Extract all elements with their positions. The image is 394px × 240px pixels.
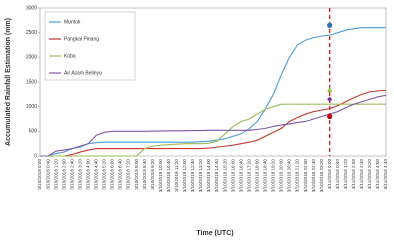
legend-box: [44, 11, 136, 81]
legend-label: Pangkal Pinang: [64, 36, 99, 42]
series-line: [40, 27, 386, 157]
y-tick-label: 2500: [26, 30, 37, 36]
x-tick-label: 3/10/2018 12:00: [182, 159, 187, 193]
legend-label: Koba: [64, 53, 76, 59]
x-axis-title: Time (UTC): [196, 230, 233, 237]
observed-marker: [327, 113, 333, 120]
x-tick-label: 3/10/2018 6:40: [118, 159, 123, 190]
x-tick-label: 3/11/2018 4:00: [375, 159, 380, 190]
y-tick-label: 2000: [26, 55, 37, 61]
x-tick-label: 3/11/2018 4:40: [383, 159, 388, 190]
x-tick-label: 3/10/2018 15:20: [222, 159, 227, 193]
x-tick-label: 3/10/2018 8:40: [142, 159, 147, 190]
observed-marker: [327, 96, 333, 102]
x-tick-label: 3/10/2018 22:40: [311, 159, 316, 193]
x-tick-label: 3/10/2018 10:00: [158, 159, 163, 193]
x-tick-label: 3/10/2018 6:00: [110, 159, 115, 190]
x-tick-label: 3/10/2018 4:40: [94, 159, 99, 190]
x-tick-label: 3/10/2018 17:20: [246, 159, 251, 193]
y-tick-label: 3000: [26, 5, 37, 11]
x-tick-label: 3/11/2018 2:00: [351, 159, 356, 190]
x-tick-label: 3/11/2018 1:20: [343, 159, 348, 190]
x-tick-label: 3/10/2018 2:40: [69, 159, 74, 190]
x-tick-label: 3/10/2018 20:00: [279, 159, 284, 193]
y-tick-label: 1500: [26, 79, 37, 85]
x-tick-label: 3/10/2018 7:20: [126, 159, 131, 190]
x-tick-label: 3/10/2018 16:40: [238, 159, 243, 193]
x-tick-label: 3/10/2018 22:00: [303, 159, 308, 193]
x-tick-label: 3/10/2018 21:20: [295, 159, 300, 193]
x-tick-label: 3/11/2018 0:40: [335, 159, 340, 190]
series-line: [40, 103, 386, 157]
x-tick-label: 3/10/2018 14:00: [206, 159, 211, 193]
y-tick-label: 0: [34, 153, 37, 159]
x-tick-label: 3/10/2018 16:00: [230, 159, 235, 193]
x-tick-label: 3/10/2018 2:00: [61, 159, 66, 190]
x-tick-label: 3/10/2018 12:40: [190, 159, 195, 193]
x-tick-label: 3/10/2018 19:20: [271, 159, 276, 193]
y-tick-label: 1000: [26, 104, 37, 110]
observed-marker: [327, 22, 333, 28]
y-axis-title: Accumulated Rainfall Estimation (mm): [5, 18, 12, 146]
series-line: [40, 89, 387, 157]
x-tick-label: 3/10/2018 13:20: [198, 159, 203, 193]
x-tick-label: 3/10/2018 8:00: [134, 159, 139, 190]
x-tick-label: 3/11/2018 2:40: [359, 159, 364, 190]
x-tick-label: 3/10/2018 0:00: [37, 159, 42, 190]
x-tick-label: 3/10/2018 11:20: [174, 159, 179, 192]
x-tick-label: 3/11/2018 0:00: [327, 159, 332, 190]
x-tick-label: 3/10/2018 10:40: [166, 159, 171, 193]
x-tick-label: 3/10/2018 23:20: [319, 159, 324, 193]
observed-marker: [327, 86, 333, 92]
x-tick-label: 3/10/2018 5:20: [102, 159, 107, 190]
x-tick-label: 3/10/2018 20:40: [287, 159, 292, 193]
y-tick-label: 500: [29, 129, 38, 135]
legend-label: Muntok: [64, 19, 81, 25]
x-tick-label: 3/10/2018 9:20: [150, 159, 155, 190]
x-tick-label: 3/11/2018 3:20: [367, 159, 372, 190]
x-tick-label: 3/10/2018 0:40: [45, 159, 50, 190]
x-tick-label: 3/10/2018 4:00: [85, 159, 90, 190]
x-tick-label: 3/10/2018 1:20: [53, 159, 58, 190]
x-tick-label: 3/10/2018 18:40: [263, 159, 268, 193]
x-tick-label: 3/10/2018 3:20: [77, 159, 82, 190]
legend-label: Air Asam Belinyu: [64, 70, 102, 76]
x-tick-label: 3/10/2018 14:40: [214, 159, 219, 193]
x-tick-label: 3/10/2018 18:00: [254, 159, 259, 193]
